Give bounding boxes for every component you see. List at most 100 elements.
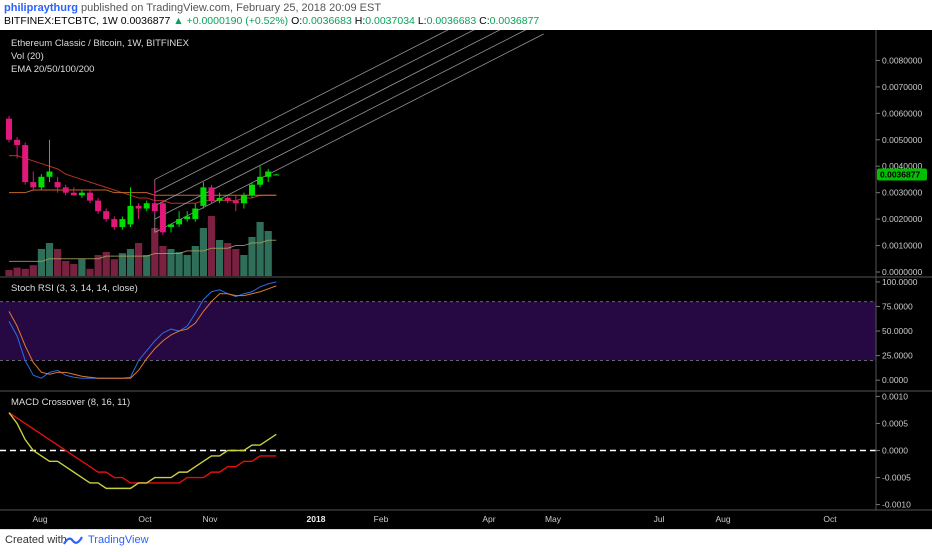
price-tick-label: 0.0050000 [882,135,922,145]
price-tick-label: 0.0080000 [882,55,922,65]
volume-bar [143,255,151,276]
main-pane[interactable] [5,30,544,276]
tradingview-link[interactable]: TradingView [88,534,149,546]
volume-bar [191,246,199,276]
close-label: C: [479,15,490,27]
author-link[interactable]: philipraythurg [4,2,78,14]
price-tick-label: 0.0040000 [882,161,922,171]
time-axis[interactable]: Aug Oct Nov 2018 Feb Apr May Jul Aug Oct [32,514,837,524]
macd-tick-label: -0.0005 [882,473,911,483]
channel-line [154,33,544,233]
ema-line [9,155,277,204]
volume-bar [207,216,216,276]
stoch-pane[interactable] [0,281,876,379]
volume-bar [13,267,21,276]
candle-body [111,219,118,228]
candle-body [143,203,150,209]
volume-bar [37,249,45,276]
volume-bar [70,264,78,276]
stoch-tick-label: 25.0000 [882,351,913,361]
open-label: O: [291,15,303,27]
macd-pane[interactable] [0,412,876,490]
chart-svg[interactable]: 0.0080000 0.0070000 0.0060000 0.0050000 0.00… [0,30,932,529]
low-value: 0.0036683 [426,15,477,27]
ema-legend: EMA 20/50/100/200 [11,64,94,75]
candle-body [151,203,158,212]
candle-body [135,205,142,209]
candle-body [6,118,12,140]
volume-bar [110,259,118,276]
low-label: L: [417,15,427,27]
publish-info: published on TradingView.com, February 2… [81,2,382,14]
created-with-text: Created with [5,534,67,546]
price-tick-label: 0.0070000 [882,82,922,92]
stoch-tick-label: 50.0000 [882,326,913,336]
candle-body [257,176,264,185]
volume-bar [118,253,126,276]
volume-bar [21,268,29,276]
volume-bar [256,222,264,276]
publish-line: philipraythurg published on TradingView.… [4,2,381,14]
volume-bar [159,246,167,276]
volume-bar [135,243,143,276]
candle-body [200,187,207,206]
candle-body [87,192,93,201]
candle-body [273,174,280,176]
last-price-badge: 0.0036877 [877,168,927,181]
candle-body [54,182,61,188]
ema-line [9,189,277,196]
open-value: 0.0036683 [302,15,352,27]
candle-body [46,171,53,177]
candle-body [103,211,110,220]
macd-line [8,412,277,490]
candle-body [216,197,223,201]
time-tick-label: Feb [374,514,389,524]
macd-title: MACD Crossover (8, 16, 11) [11,397,130,408]
volume-bar [62,261,70,276]
price-tick-label: 0.0060000 [882,108,922,118]
high-label: H: [354,15,366,27]
price-tick-label: 0.0010000 [882,241,922,251]
volume-bar [151,228,159,276]
candle-body [70,192,77,196]
price-tick-label: 0.0000000 [882,267,922,277]
candle-body [22,145,29,183]
chart-area[interactable]: 0.0080000 0.0070000 0.0060000 0.0050000 0.00… [0,30,932,529]
macd-tick-label: 0.0000 [882,446,908,456]
main-title: Ethereum Classic / Bitcoin, 1W, BITFINEX [11,38,190,49]
candle-body [232,200,239,204]
channel-line [154,30,527,220]
high-value: 0.0037034 [365,15,415,27]
time-tick-label: Oct [823,514,837,524]
price-tick-label: 0.0020000 [882,214,922,224]
macd-tick-label: 0.0010 [882,391,908,401]
volume-bar [167,249,175,276]
last-price-badge-text: 0.0036877 [880,169,920,179]
price-axis[interactable]: 0.0080000 0.0070000 0.0060000 0.0050000 0.00… [0,30,932,511]
candle-body [30,182,37,188]
volume-bar [183,255,191,276]
vol-legend: Vol (20) [11,51,44,62]
time-tick-label: Aug [715,514,730,524]
symbol-label: BITFINEX:ETCBTC, 1W [4,15,118,27]
stoch-d-line [8,285,277,379]
stoch-title: Stoch RSI (3, 3, 14, 14, close) [11,283,138,294]
time-tick-label: Oct [138,514,152,524]
candle-body [168,224,174,228]
candle-body [192,208,199,220]
stoch-tick-label: 75.0000 [882,301,913,311]
time-tick-label: Apr [482,514,495,524]
up-arrow-icon: ▲ [173,15,184,27]
volume-bar [232,249,240,276]
last-price: 0.0036877 [120,15,171,27]
price-change: +0.0000190 (+0.52%) [186,15,289,27]
volume-bar [248,237,256,276]
volume-bar [54,249,62,276]
channel-line [154,30,449,180]
candle-body [208,187,215,201]
volume-bar [5,270,13,276]
volume-bar [175,252,183,276]
channel-line [154,30,501,207]
candle-body [184,216,191,220]
macd-tick-label: -0.0010 [882,500,911,510]
